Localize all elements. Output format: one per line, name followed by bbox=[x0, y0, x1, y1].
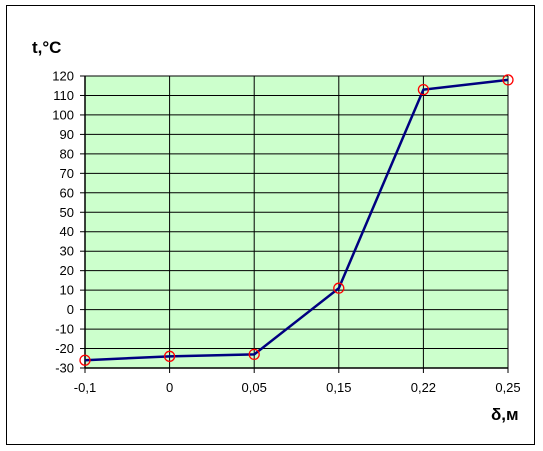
y-tick-label: 90 bbox=[60, 127, 74, 142]
data-point-marker bbox=[417, 83, 430, 96]
data-point-marker bbox=[248, 348, 260, 361]
data-point-marker bbox=[502, 74, 514, 86]
y-tick-label: -20 bbox=[55, 341, 74, 356]
y-tick-label: -30 bbox=[55, 361, 74, 376]
y-tick-label: 40 bbox=[60, 224, 74, 239]
plot-area bbox=[85, 76, 508, 368]
y-tick-label: 30 bbox=[60, 244, 74, 259]
x-tick-label: 0,25 bbox=[495, 380, 520, 395]
x-tick-label: 0 bbox=[166, 380, 173, 395]
x-tick-label: -0,1 bbox=[74, 380, 96, 395]
x-tick-label: 0,05 bbox=[242, 380, 267, 395]
data-point-marker bbox=[163, 350, 176, 362]
y-tick-label: 80 bbox=[60, 146, 74, 161]
x-tick-label: 0,22 bbox=[411, 380, 436, 395]
axes bbox=[80, 75, 509, 373]
data-markers bbox=[79, 74, 514, 366]
tick-labels: -30 -20 -10 0 10 20 30 40 50 60 70 80 90 100 110 120 -0,… bbox=[52, 69, 520, 396]
y-tick-label: 10 bbox=[60, 283, 74, 298]
y-tick-label: 70 bbox=[60, 166, 74, 181]
series-line bbox=[84, 78, 509, 362]
y-tick-label: 120 bbox=[52, 69, 74, 84]
y-tick-label: 50 bbox=[60, 205, 74, 220]
y-tick-label: 0 bbox=[67, 302, 74, 317]
series-polyline bbox=[84, 78, 509, 362]
y-tick-label: -10 bbox=[55, 322, 74, 337]
x-axis-title: δ,м bbox=[491, 405, 519, 424]
y-tick-label: 60 bbox=[60, 185, 74, 200]
data-point-marker bbox=[333, 282, 345, 294]
y-tick-label: 100 bbox=[52, 107, 74, 122]
data-point-marker bbox=[79, 354, 91, 366]
y-tick-label: 110 bbox=[53, 88, 74, 103]
y-axis-title: t,°C bbox=[32, 38, 61, 57]
x-tick-label: 0,15 bbox=[326, 380, 351, 395]
y-tick-label: 20 bbox=[60, 263, 74, 278]
